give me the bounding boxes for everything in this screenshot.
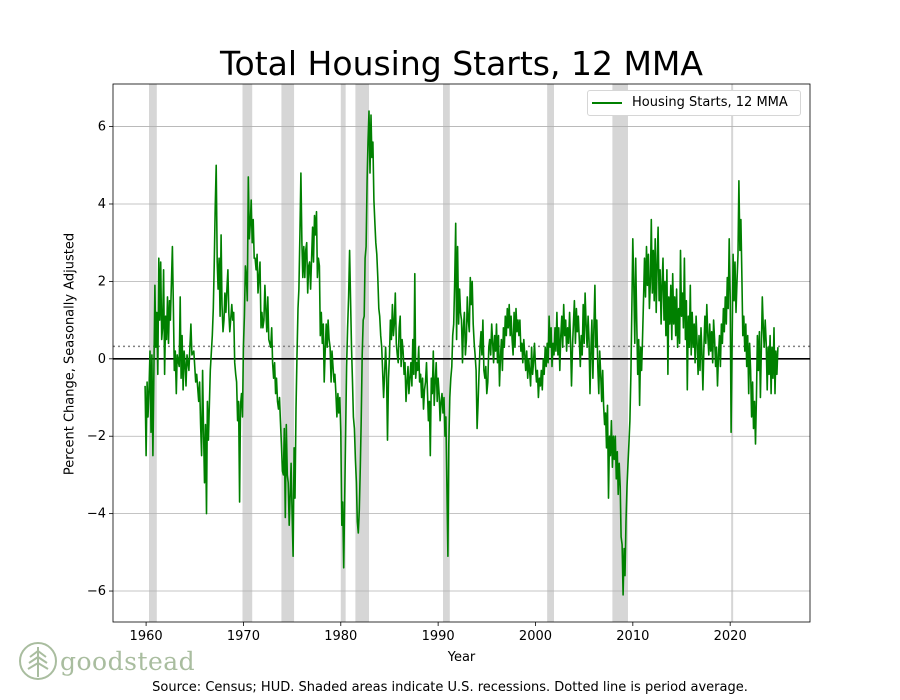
legend: Housing Starts, 12 MMA	[587, 90, 801, 116]
x-axis-label: Year	[447, 650, 476, 665]
recession-band	[612, 84, 628, 622]
y-tick-label: −6	[87, 584, 106, 599]
recession-band	[547, 84, 554, 622]
x-tick-label: 1980	[324, 629, 357, 644]
x-tick-label: 2020	[714, 629, 747, 644]
legend-swatch	[592, 102, 622, 104]
recession-band	[242, 84, 253, 622]
recession-band	[443, 84, 450, 622]
plot-frame	[112, 83, 811, 623]
y-tick-label: 6	[98, 120, 106, 135]
recession-band	[340, 84, 346, 622]
x-tick-label: 2010	[616, 629, 649, 644]
recession-band	[149, 84, 157, 622]
source-note: Source: Census; HUD. Shaded areas indica…	[152, 680, 748, 695]
legend-label: Housing Starts, 12 MMA	[632, 95, 788, 110]
y-tick-label: −2	[87, 429, 106, 444]
logo-text: goodstead	[60, 647, 196, 676]
y-tick-label: 2	[98, 274, 106, 289]
chart-title: Total Housing Starts, 12 MMA	[220, 44, 703, 83]
x-tick-label: 1960	[130, 629, 163, 644]
series-line	[144, 110, 779, 596]
x-tick-label: 1970	[227, 629, 260, 644]
y-tick-label: 0	[98, 352, 106, 367]
y-tick-label: 4	[98, 197, 106, 212]
x-tick-label: 2000	[519, 629, 552, 644]
x-tick-label: 1990	[422, 629, 455, 644]
tree-icon	[19, 642, 57, 680]
y-tick-label: −4	[87, 507, 106, 522]
y-axis-label: Percent Change, Seasonally Adjusted	[62, 232, 78, 476]
